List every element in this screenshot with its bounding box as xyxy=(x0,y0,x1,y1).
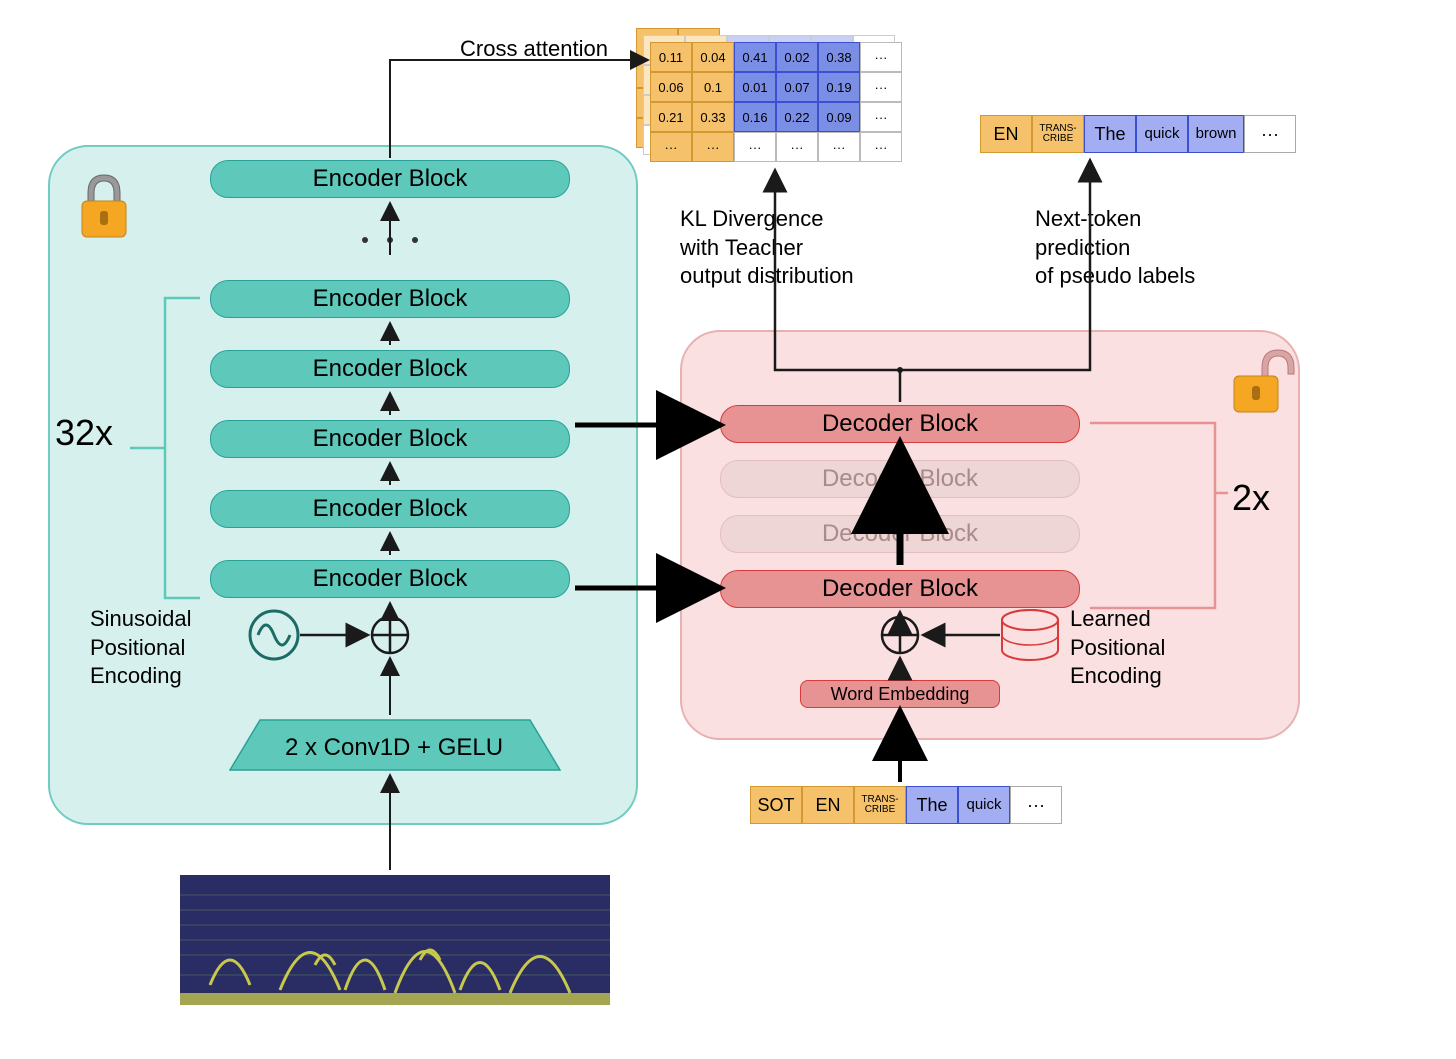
token: brown xyxy=(1188,115,1244,153)
encoder-multiplier: 32x xyxy=(55,410,113,457)
token: TRANS- CRIBE xyxy=(1032,115,1084,153)
token: quick xyxy=(1136,115,1188,153)
matrix-cell: ··· xyxy=(692,132,734,162)
encoder-block-2: Encoder Block xyxy=(210,350,570,388)
matrix-cell: ··· xyxy=(860,42,902,72)
conv-block-label: 2 x Conv1D + GELU xyxy=(285,732,503,763)
matrix-cell: ··· xyxy=(734,132,776,162)
token: SOT xyxy=(750,786,802,824)
encoder-block-4: Encoder Block xyxy=(210,490,570,528)
matrix-cell: 0.01 xyxy=(734,72,776,102)
matrix-cell: 0.22 xyxy=(776,102,818,132)
decoder-multiplier: 2x xyxy=(1232,475,1270,522)
sin-pe-label: Sinusoidal Positional Encoding xyxy=(90,605,192,691)
matrix-cell: 0.09 xyxy=(818,102,860,132)
matrix-cell: 0.38 xyxy=(818,42,860,72)
decoder-block-3: Decoder Block xyxy=(720,570,1080,608)
token: The xyxy=(1084,115,1136,153)
encoder-block-3: Encoder Block xyxy=(210,420,570,458)
encoder-block-1: Encoder Block xyxy=(210,280,570,318)
next-token-label: Next-token prediction of pseudo labels xyxy=(1035,205,1195,291)
matrix-cell: 0.06 xyxy=(650,72,692,102)
matrix-cell: ··· xyxy=(650,132,692,162)
matrix-cell: 0.04 xyxy=(692,42,734,72)
decoder-block-0: Decoder Block xyxy=(720,405,1080,443)
spectrogram xyxy=(180,875,610,1005)
token: EN xyxy=(802,786,854,824)
matrix-cell: 0.07 xyxy=(776,72,818,102)
matrix-cell: 0.21 xyxy=(650,102,692,132)
matrix-cell: 0.19 xyxy=(818,72,860,102)
matrix-cell: ··· xyxy=(860,72,902,102)
decoder-block-1-faded: Decoder Block xyxy=(720,460,1080,498)
matrix-cell: 0.33 xyxy=(692,102,734,132)
cross-attention-label: Cross attention xyxy=(460,35,608,64)
matrix-cell: ··· xyxy=(818,132,860,162)
word-embedding-block: Word Embedding xyxy=(800,680,1000,708)
matrix-cell: 0.16 xyxy=(734,102,776,132)
matrix-cell: 0.11 xyxy=(650,42,692,72)
matrix-cell: ··· xyxy=(860,132,902,162)
matrix-cell: ··· xyxy=(860,102,902,132)
encoder-block-5: Encoder Block xyxy=(210,560,570,598)
decoder-block-2-faded: Decoder Block xyxy=(720,515,1080,553)
encoder-panel xyxy=(48,145,638,825)
token: ··· xyxy=(1010,786,1062,824)
matrix-cell: ··· xyxy=(776,132,818,162)
token: ··· xyxy=(1244,115,1296,153)
distribution-matrix: 0.110.040.410.020.38···0.060.10.010.070.… xyxy=(650,42,902,162)
token: EN xyxy=(980,115,1032,153)
matrix-cell: 0.1 xyxy=(692,72,734,102)
token: TRANS- CRIBE xyxy=(854,786,906,824)
kl-label: KL Divergence with Teacher output distri… xyxy=(680,205,854,291)
matrix-cell: 0.02 xyxy=(776,42,818,72)
token: quick xyxy=(958,786,1010,824)
learned-pe-label: Learned Positional Encoding xyxy=(1070,605,1165,691)
encoder-block-0: Encoder Block xyxy=(210,160,570,198)
matrix-cell: 0.41 xyxy=(734,42,776,72)
token: The xyxy=(906,786,958,824)
